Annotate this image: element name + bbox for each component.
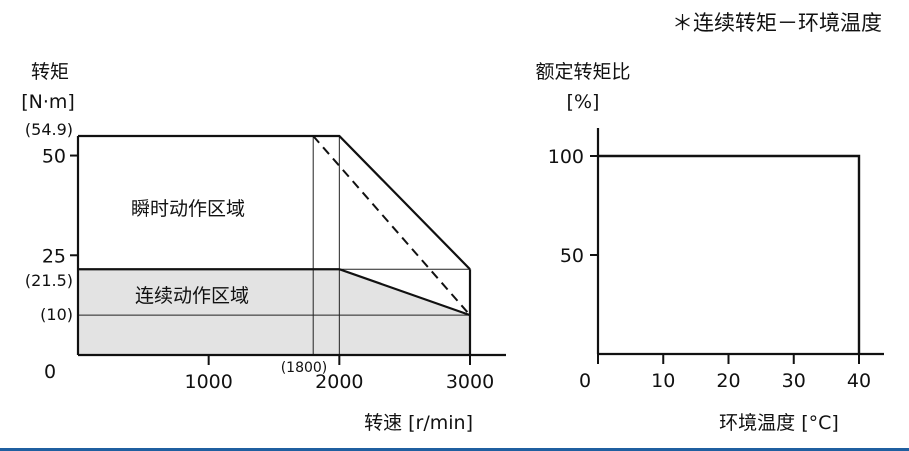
left-x-label: 转速 [r/min] [364, 412, 473, 434]
footer-rule [0, 448, 909, 451]
left-y-label: 转矩 [31, 61, 69, 83]
torque-speed-chart: 转矩 [N·m] 25 50 1000 2000 3000 0 转速 [r/min] (… [21, 61, 506, 434]
right-x-tick-label-40: 40 [847, 370, 871, 392]
region-instant-label: 瞬时动作区域 [131, 198, 245, 220]
right-y-tick-label-50: 50 [560, 245, 584, 267]
right-x-tick-label-20: 20 [716, 370, 740, 392]
left-x-tick-label-2000: 2000 [315, 371, 363, 393]
left-y-tick-label-50: 50 [42, 146, 66, 168]
annotation-x-knee: (1800) [281, 360, 328, 376]
series-continuous-line [78, 268, 471, 317]
torque-temperature-chart: 额定转矩比 [%] 50 100 0 10 20 30 40 环境温度 [°C] [535, 61, 884, 434]
left-origin-label: 0 [44, 361, 56, 383]
left-y-unit: [N·m] [21, 91, 75, 113]
series-dashed-line [312, 135, 471, 316]
right-x-tick-label-30: 30 [782, 370, 806, 392]
right-y-label: 额定转矩比 [535, 61, 630, 83]
annotation-y-peak: (54.9) [25, 120, 73, 139]
series-instant-line [78, 134, 471, 271]
left-plot-area: 25 50 1000 2000 3000 [42, 134, 506, 393]
region-continuous-label: 连续动作区域 [135, 285, 249, 307]
series-rated-torque-line [598, 154, 861, 354]
left-x-tick-label-1000: 1000 [184, 371, 232, 393]
left-x-tick-label-3000: 3000 [446, 371, 494, 393]
annotation-y-cont: (21.5) [25, 271, 73, 290]
continuous-region-fill [78, 269, 470, 355]
right-x-label: 环境温度 [°C] [719, 412, 839, 434]
right-x-tick-label-0: 0 [579, 370, 591, 392]
annotation-y-low: (10) [40, 305, 73, 324]
right-plot-area: 50 100 0 10 20 30 40 [548, 128, 884, 392]
right-y-tick-label-100: 100 [548, 146, 584, 168]
figure-title: ＊连续转矩－环境温度 [672, 11, 882, 35]
right-y-unit: [%] [567, 91, 600, 113]
right-x-tick-label-10: 10 [651, 370, 675, 392]
left-y-tick-label-25: 25 [42, 245, 66, 267]
